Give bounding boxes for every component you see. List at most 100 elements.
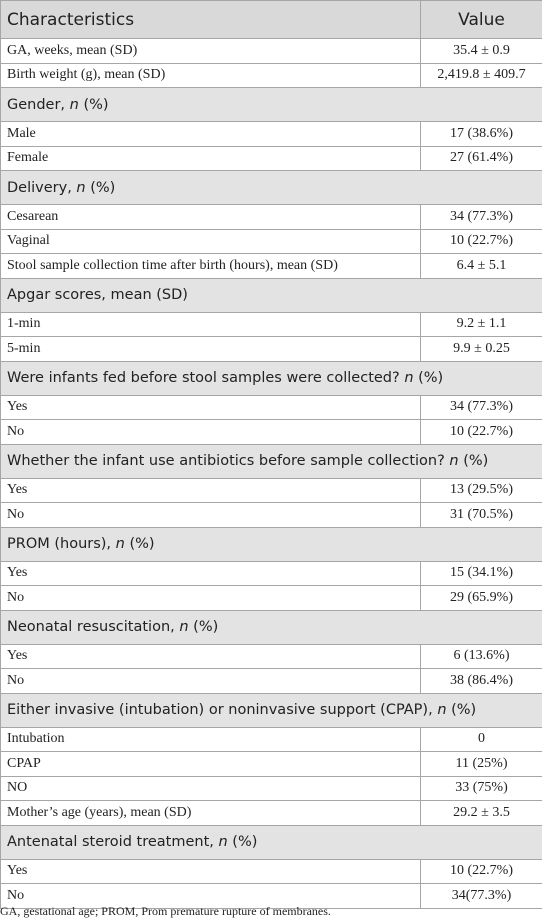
value-cell: 11 (25%) [420,751,542,777]
value-cell: 31 (70.5%) [420,502,542,528]
value-cell: 10 (22.7%) [420,858,542,884]
section-text: (%) [446,702,477,718]
section-cell: Delivery, n (%) [0,170,542,205]
label-cell: NO [0,775,421,801]
data-row: Male 17 (38.6%) [0,121,542,147]
footnote: GA, gestational age; PROM, Prom prematur… [0,904,331,918]
data-row: Cesarean 34 (77.3%) [0,204,542,230]
data-row: No 31 (70.5%) [0,502,542,528]
italic-text: n [437,702,447,718]
section-text: PROM (hours), [7,536,116,552]
label-cell: Birth weight (g), mean (SD) [0,62,421,88]
data-row: 1-min 9.2 ± 1.1 [0,311,542,337]
label-cell: CPAP [0,751,421,777]
section-cell: Gender, n (%) [0,87,542,122]
section-cell: PROM (hours), n (%) [0,526,542,562]
value-cell: 9.2 ± 1.1 [420,311,542,337]
value-cell: 34(77.3%) [420,883,542,909]
section-text: (%) [458,453,489,469]
value-cell: 29.2 ± 3.5 [420,800,542,826]
data-row: Stool sample collection time after birth… [0,253,542,279]
section-cell: Neonatal resuscitation, n (%) [0,609,542,645]
label-cell: No [0,883,421,909]
section-text: Apgar scores, mean (SD) [7,287,188,303]
label-cell: No [0,585,421,611]
section-cell: Antenatal steroid treatment, n (%) [0,824,542,860]
data-row: GA, weeks, mean (SD) 35.4 ± 0.9 [0,38,542,64]
section-text: Antenatal steroid treatment, [7,834,219,850]
section-text: (%) [85,179,116,196]
value-cell: 2,419.8 ± 409.7 [420,62,542,88]
value-cell: 6.4 ± 5.1 [420,253,542,279]
value-cell: 27 (61.4%) [420,145,542,171]
value-cell: 9.9 ± 0.25 [420,336,542,362]
data-row: Birth weight (g), mean (SD) 2,419.8 ± 409… [0,62,542,88]
data-row: Female 27 (61.4%) [0,145,542,171]
section-text: (%) [188,619,219,635]
label-cell: 5-min [0,336,421,362]
section-text: Either invasive (intubation) or noninvas… [7,702,438,718]
label-cell: No [0,419,421,445]
value-cell: 29 (65.9%) [420,585,542,611]
value-cell: 34 (77.3%) [420,394,542,420]
section-text: Neonatal resuscitation, [7,619,180,635]
value-cell: 13 (29.5%) [420,477,542,503]
section-row: Neonatal resuscitation, n (%) [0,609,542,645]
section-row: Antenatal steroid treatment, n (%) [0,824,542,860]
section-cell: Whether the infant use antibiotics befor… [0,443,542,479]
value-cell: 6 (13.6%) [420,643,542,669]
section-cell: Apgar scores, mean (SD) [0,277,542,313]
data-row: No 29 (65.9%) [0,585,542,611]
section-text: (%) [78,96,109,113]
data-row: Intubation 0 [0,726,542,752]
data-row: Yes 10 (22.7%) [0,858,542,884]
section-row: Delivery, n (%) [0,170,542,205]
section-text: Delivery, [7,179,77,196]
header-row: Characteristics Value [0,0,542,39]
section-cell: Either invasive (intubation) or noninvas… [0,692,542,728]
value-cell: 34 (77.3%) [420,204,542,230]
data-row: Yes 15 (34.1%) [0,560,542,586]
label-cell: Yes [0,643,421,669]
italic-text: n [69,96,79,113]
label-cell: Stool sample collection time after birth… [0,253,421,279]
section-row: Apgar scores, mean (SD) [0,277,542,313]
label-cell: Mother’s age (years), mean (SD) [0,800,421,826]
section-text: Gender, [7,96,70,113]
italic-text: n [76,179,86,196]
italic-text: n [179,619,189,635]
data-row: Yes 13 (29.5%) [0,477,542,503]
section-row: Were infants fed before stool samples we… [0,360,542,396]
label-cell: Male [0,121,421,147]
data-row: No 38 (86.4%) [0,668,542,694]
section-row: Gender, n (%) [0,87,542,122]
label-cell: 1-min [0,311,421,337]
section-cell: Were infants fed before stool samples we… [0,360,542,396]
data-row: Yes 6 (13.6%) [0,643,542,669]
italic-text: n [404,370,414,386]
data-row: 5-min 9.9 ± 0.25 [0,336,542,362]
data-row: No 34(77.3%) [0,883,542,909]
label-cell: Female [0,145,421,171]
value-cell: 10 (22.7%) [420,228,542,254]
label-cell: Vaginal [0,228,421,254]
label-cell: Yes [0,394,421,420]
section-row: Whether the infant use antibiotics befor… [0,443,542,479]
data-row: CPAP 11 (25%) [0,751,542,777]
label-cell: Yes [0,560,421,586]
label-cell: Intubation [0,726,421,752]
label-cell: No [0,668,421,694]
value-cell: 33 (75%) [420,775,542,801]
value-cell: 0 [420,726,542,752]
label-cell: Yes [0,477,421,503]
section-row: Either invasive (intubation) or noninvas… [0,692,542,728]
value-cell: 35.4 ± 0.9 [420,38,542,64]
label-cell: No [0,502,421,528]
section-text: (%) [124,536,155,552]
header-cell: Characteristics [0,0,421,39]
label-cell: Cesarean [0,204,421,230]
section-row: PROM (hours), n (%) [0,526,542,562]
